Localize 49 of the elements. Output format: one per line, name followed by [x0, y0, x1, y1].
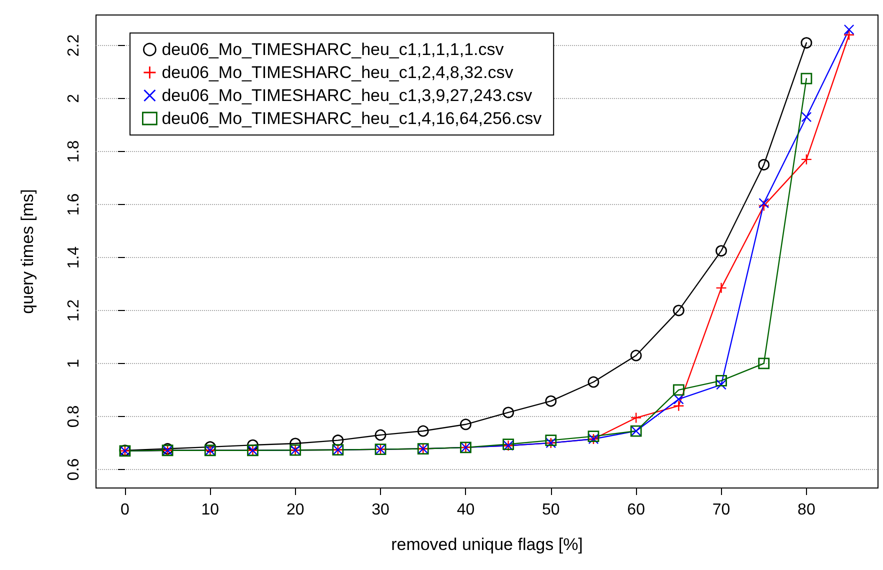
point — [460, 418, 472, 430]
x-tick-label: 10 — [201, 502, 220, 518]
x-tick-label: 40 — [456, 502, 475, 518]
point — [758, 159, 770, 170]
y-tick-label: 0.8 — [66, 405, 82, 428]
y-tick-label: 1.4 — [66, 246, 82, 269]
x-tick-label: 70 — [712, 502, 730, 518]
legend-label: deu06_Mo_TIMESHARC_heu_c1,3,9,27,243.csv — [162, 86, 533, 105]
y-tick-label: 0.6 — [66, 458, 82, 481]
point — [545, 395, 557, 407]
point — [672, 384, 684, 396]
x-axis-title: removed unique flags [%] — [391, 535, 583, 554]
point — [247, 439, 258, 451]
point — [630, 350, 642, 362]
y-tick-label: 2 — [66, 94, 82, 103]
point — [502, 406, 514, 418]
point — [716, 282, 726, 293]
point — [374, 429, 386, 441]
point — [716, 245, 727, 257]
y-tick-label: 1.2 — [66, 299, 82, 322]
x-tick-label: 30 — [372, 502, 390, 518]
y-axis-title: query times [ms] — [18, 189, 37, 314]
y-tick-label: 1.6 — [66, 193, 82, 216]
x-tick-label: 0 — [120, 502, 130, 518]
x-tick-label: 80 — [798, 502, 816, 518]
point — [674, 400, 684, 411]
point — [672, 304, 684, 316]
point — [588, 430, 600, 442]
legend-label: deu06_Mo_TIMESHARC_heu_c1,4,16,64,256.csv — [162, 109, 542, 128]
legend-label: deu06_Mo_TIMESHARC_heu_c1,1,1,1,1.csv — [162, 40, 504, 59]
x-tick-label: 20 — [286, 502, 304, 518]
point — [204, 441, 216, 453]
point — [758, 358, 770, 370]
point — [758, 198, 769, 208]
y-tick-label: 1 — [66, 358, 82, 368]
x-tick-label: 50 — [542, 502, 560, 518]
point — [716, 374, 727, 386]
x-tick-label: 60 — [627, 502, 646, 518]
legend-label: deu06_Mo_TIMESHARC_heu_c1,2,4,8,32.csv — [162, 63, 514, 82]
point — [417, 425, 429, 437]
point — [332, 434, 344, 446]
point — [290, 438, 302, 450]
y-tick-label: 2.2 — [66, 34, 82, 57]
point — [631, 412, 642, 423]
point — [800, 72, 812, 84]
y-tick-label: 1.8 — [66, 140, 82, 163]
point — [588, 376, 600, 388]
point — [800, 37, 812, 49]
point — [545, 434, 557, 446]
